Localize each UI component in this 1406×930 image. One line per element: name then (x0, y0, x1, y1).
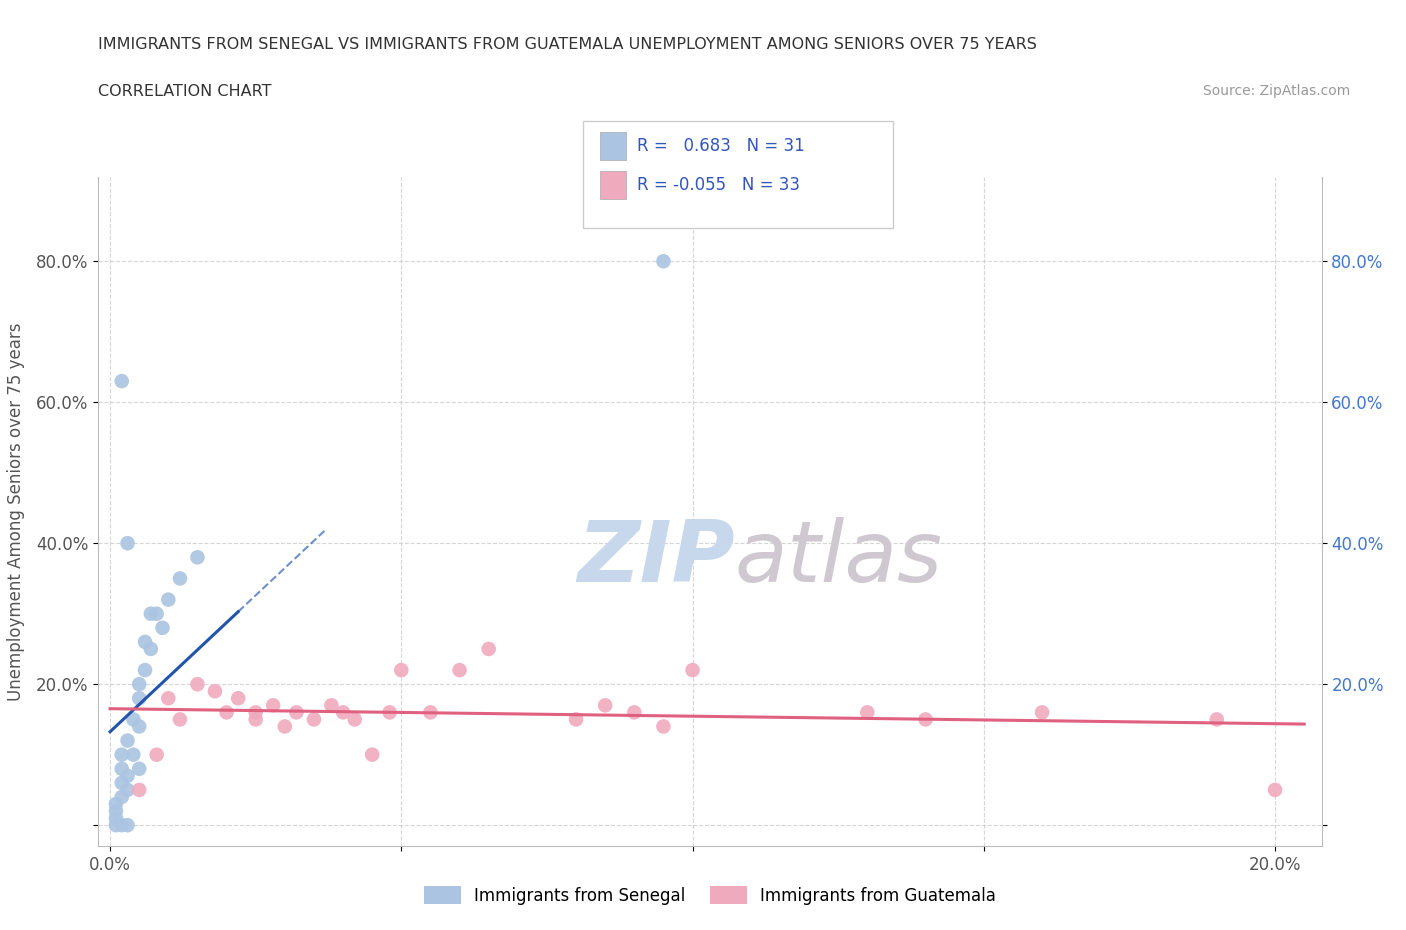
Point (274, 719, 297, 734)
Point (134, 634, 156, 649)
Point (419, 705, 441, 720)
Point (682, 663, 704, 678)
Text: IMMIGRANTS FROM SENEGAL VS IMMIGRANTS FROM GUATEMALA UNEMPLOYMENT AMONG SENIORS : IMMIGRANTS FROM SENEGAL VS IMMIGRANTS FR… (98, 37, 1038, 52)
Point (117, 768, 139, 783)
Y-axis label: Unemployment Among Seniors over 75 years: Unemployment Among Seniors over 75 years (7, 323, 25, 700)
Point (332, 705, 354, 720)
Point (117, 817, 139, 832)
Point (262, 698, 284, 712)
Point (117, 782, 139, 797)
Point (449, 663, 471, 678)
Point (145, 747, 167, 762)
Point (104, 797, 127, 812)
Point (245, 705, 267, 720)
Point (122, 712, 145, 727)
Point (856, 705, 879, 720)
Point (117, 733, 139, 748)
Point (139, 642, 162, 657)
Legend: Immigrants from Senegal, Immigrants from Guatemala: Immigrants from Senegal, Immigrants from… (418, 880, 1002, 911)
Point (215, 705, 238, 720)
Point (128, 762, 150, 777)
Point (145, 606, 167, 621)
Text: ZIP: ZIP (576, 517, 734, 600)
Point (245, 712, 267, 727)
Point (652, 254, 675, 269)
Point (1205, 712, 1227, 727)
Point (321, 698, 343, 712)
Point (186, 550, 208, 565)
Point (1264, 782, 1286, 797)
Point (1031, 705, 1053, 720)
Point (169, 571, 191, 586)
Point (128, 691, 150, 706)
Point (122, 747, 145, 762)
Point (169, 712, 191, 727)
Point (128, 677, 150, 692)
Point (111, 374, 134, 389)
Point (111, 762, 134, 777)
Point (186, 677, 208, 692)
Point (652, 719, 675, 734)
Point (389, 663, 412, 678)
Text: R =   0.683   N = 31: R = 0.683 N = 31 (637, 137, 804, 155)
Point (104, 811, 127, 826)
Point (343, 712, 366, 727)
Text: Source: ZipAtlas.com: Source: ZipAtlas.com (1202, 84, 1350, 98)
Text: CORRELATION CHART: CORRELATION CHART (98, 84, 271, 99)
Point (226, 691, 249, 706)
Point (565, 712, 588, 727)
Point (134, 663, 156, 678)
Point (285, 705, 308, 720)
Point (378, 705, 401, 720)
Point (157, 592, 180, 607)
Point (914, 712, 936, 727)
Point (157, 691, 180, 706)
Point (104, 804, 127, 818)
Text: atlas: atlas (734, 517, 942, 600)
Point (478, 642, 501, 657)
Point (128, 782, 150, 797)
Point (128, 719, 150, 734)
Point (623, 705, 645, 720)
Point (204, 684, 226, 698)
Point (593, 698, 616, 712)
Point (117, 536, 139, 551)
Point (111, 776, 134, 790)
Point (104, 817, 127, 832)
Point (302, 712, 325, 727)
Point (139, 606, 162, 621)
Point (152, 620, 174, 635)
Text: R = -0.055   N = 33: R = -0.055 N = 33 (637, 176, 800, 194)
Point (111, 747, 134, 762)
Point (361, 747, 384, 762)
Point (111, 790, 134, 804)
Point (111, 817, 134, 832)
